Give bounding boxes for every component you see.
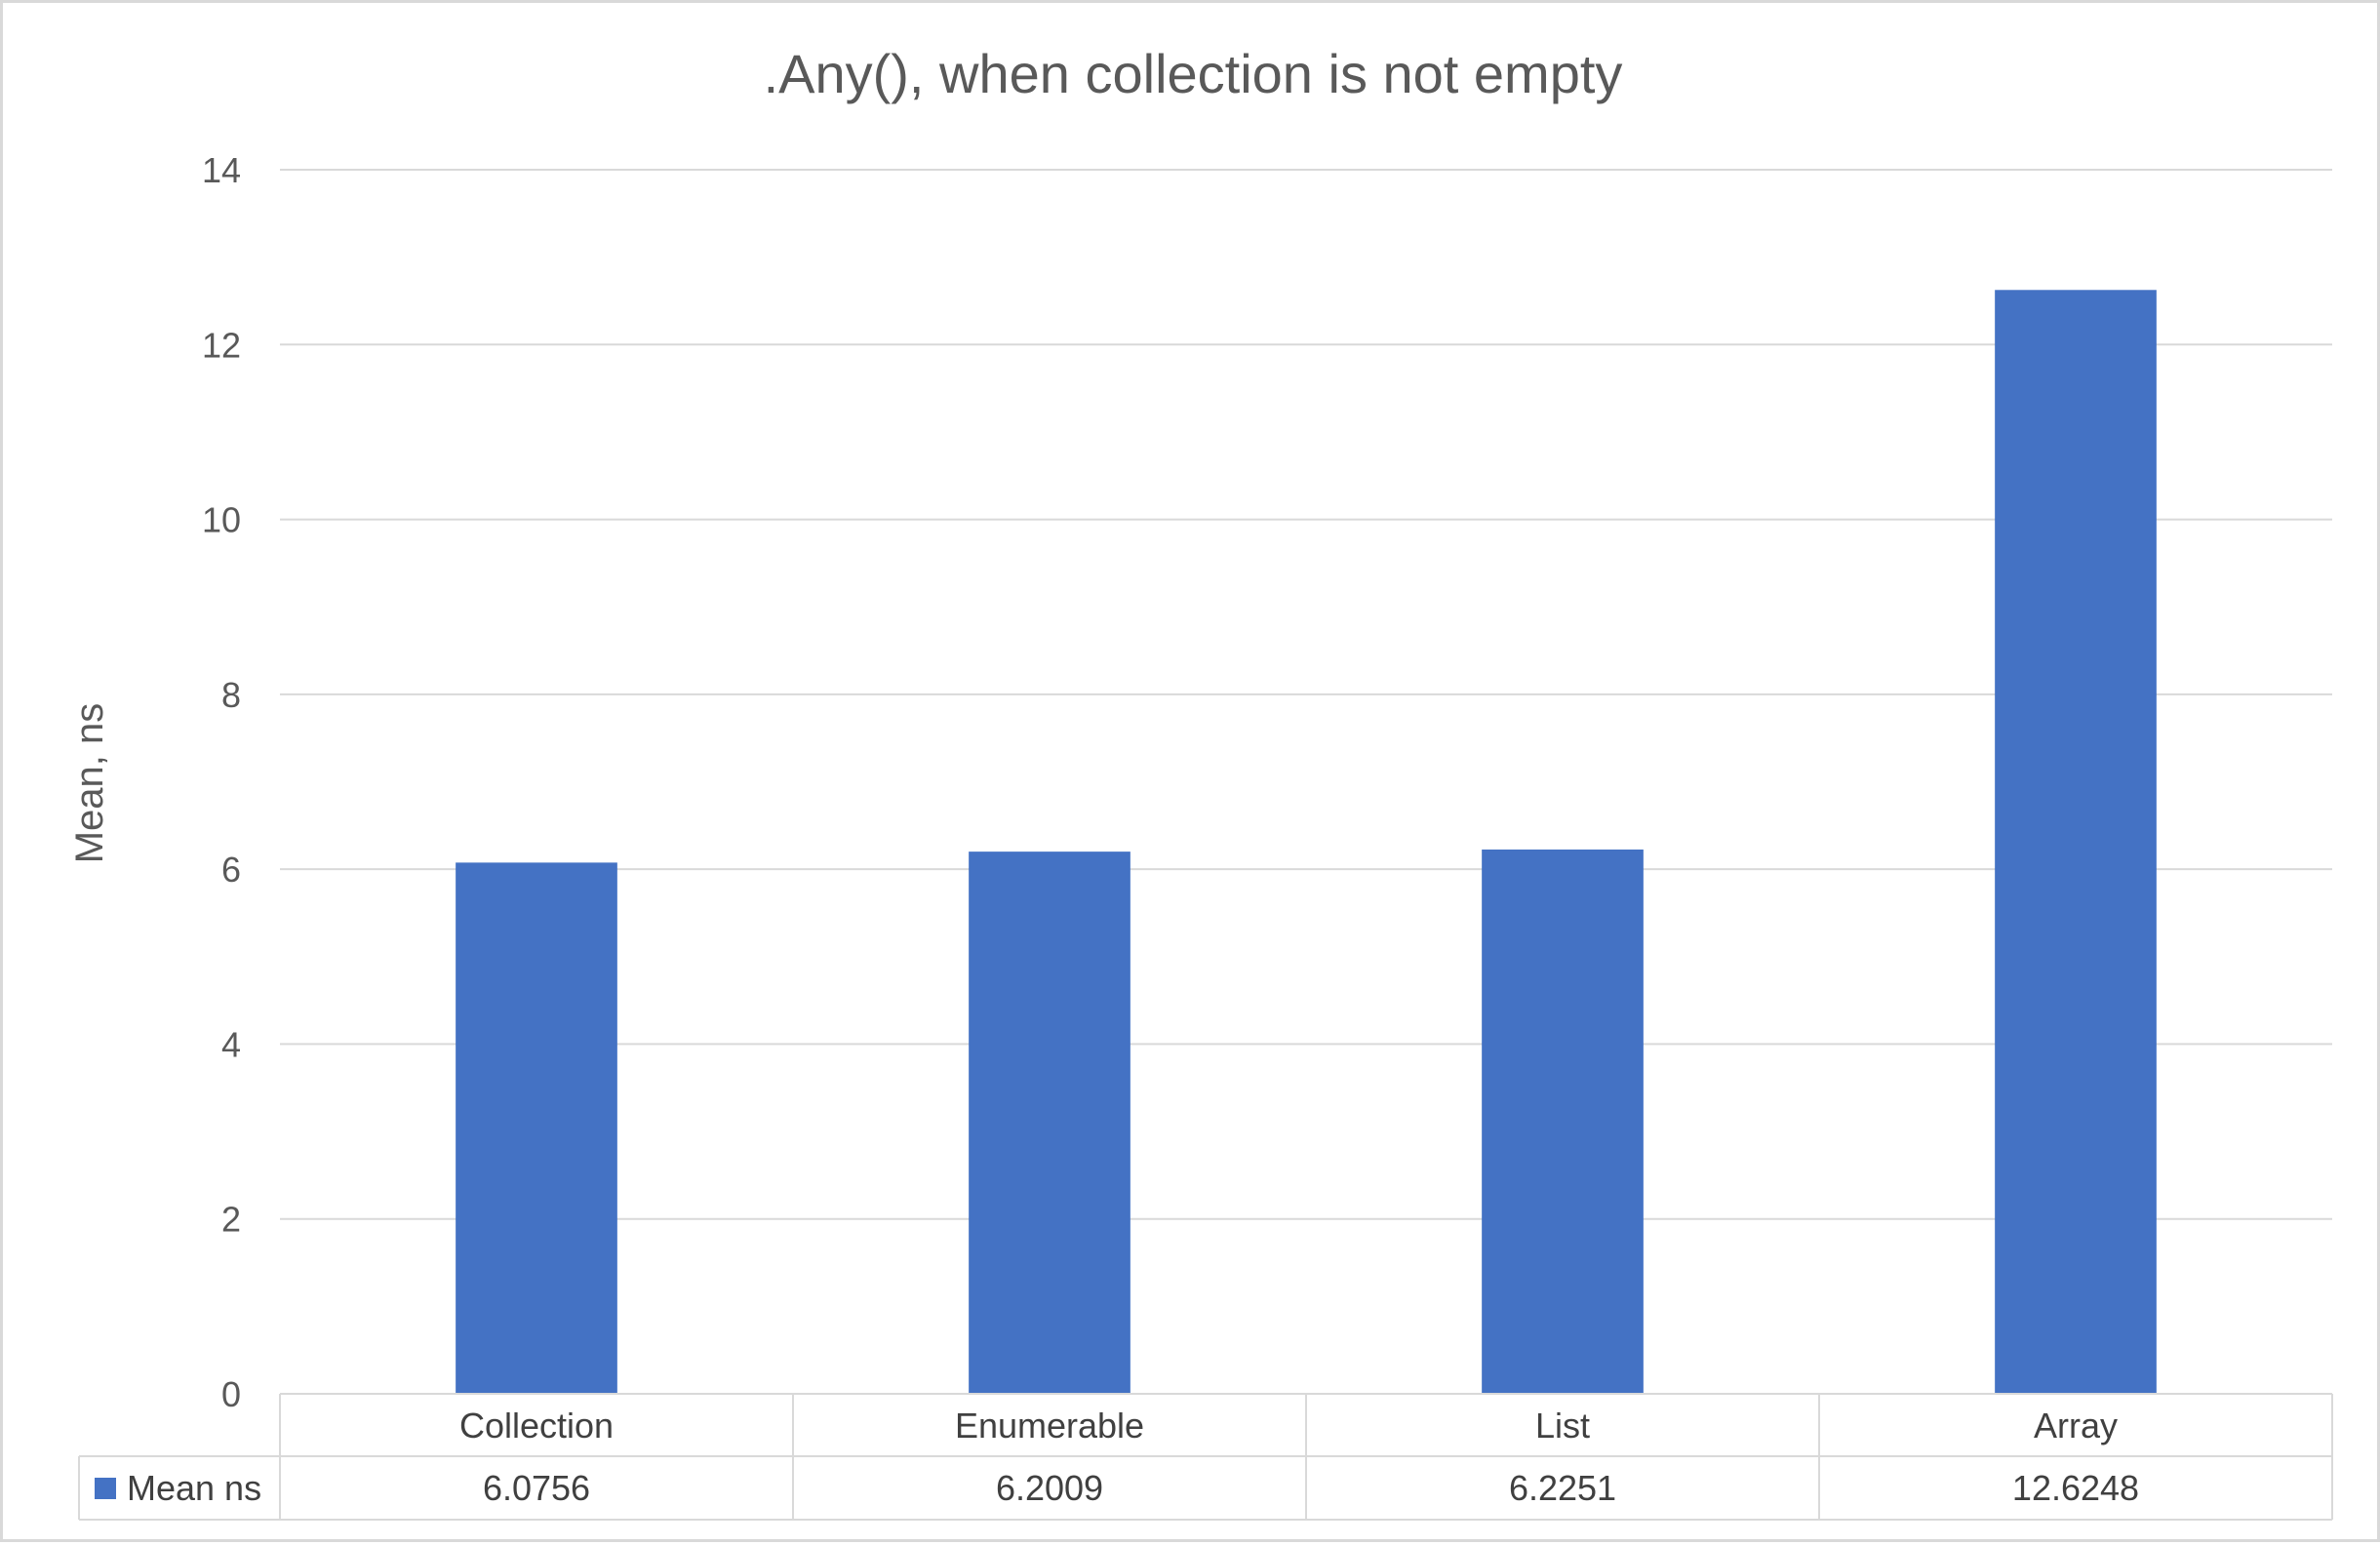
category-label: Array xyxy=(2034,1406,2118,1446)
bar xyxy=(969,852,1130,1394)
bar xyxy=(1995,290,2157,1394)
y-axis-ticks: 0 2 4 6 8 10 12 14 xyxy=(202,150,241,1414)
y-axis-title: Mean, ns xyxy=(68,703,111,864)
data-label: 6.2009 xyxy=(996,1468,1103,1508)
bar xyxy=(456,862,617,1394)
y-tick-label: 2 xyxy=(221,1200,241,1240)
data-label: 6.2251 xyxy=(1509,1468,1616,1508)
category-label: Enumerable xyxy=(955,1406,1144,1446)
legend-label: Mean ns xyxy=(127,1468,261,1508)
y-tick-label: 4 xyxy=(221,1024,241,1064)
y-tick-label: 0 xyxy=(221,1374,241,1414)
y-tick-label: 12 xyxy=(202,325,241,365)
category-label: List xyxy=(1535,1406,1590,1446)
category-label: Collection xyxy=(459,1406,614,1446)
y-tick-label: 14 xyxy=(202,150,241,190)
data-label: 12.6248 xyxy=(2012,1468,2139,1508)
y-tick-label: 10 xyxy=(202,500,241,540)
chart-title: .Any(), when collection is not empty xyxy=(764,43,1623,104)
bar-chart: .Any(), when collection is not empty Mea… xyxy=(68,43,2333,1521)
bar xyxy=(1482,849,1644,1394)
y-tick-label: 8 xyxy=(221,675,241,715)
data-table: Collection 6.0756 Enumerable 6.2009 List 6.22… xyxy=(78,1393,2333,1521)
y-tick-label: 6 xyxy=(221,850,241,890)
bars xyxy=(456,290,2157,1394)
legend-swatch xyxy=(95,1478,116,1499)
gridlines xyxy=(280,169,2332,1395)
data-label: 6.0756 xyxy=(483,1468,590,1508)
